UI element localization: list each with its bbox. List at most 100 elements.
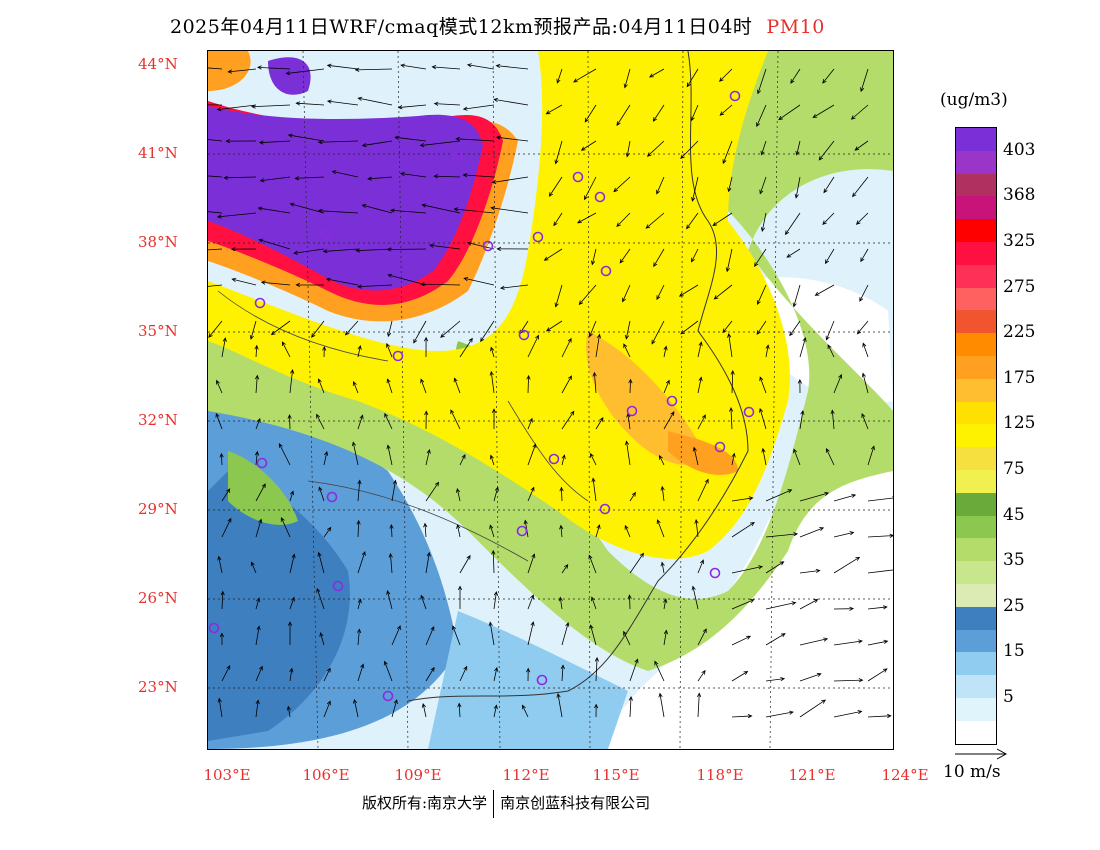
wind-arrow (357, 344, 362, 358)
wind-arrow (795, 140, 801, 156)
lat-label: 23°N (138, 678, 178, 696)
wind-arrow (561, 410, 575, 430)
legend-swatch (956, 355, 996, 379)
wind-arrow (680, 320, 699, 335)
wind-arrow (629, 491, 636, 502)
city-marker (599, 503, 611, 515)
wind-arrow (833, 606, 855, 611)
wind-arrow (208, 320, 223, 338)
wind-arrow (719, 68, 733, 82)
wind-arrow (818, 140, 835, 161)
wind-arrow (459, 337, 473, 358)
wind-arrow (325, 277, 359, 286)
wind-arrow (822, 68, 835, 84)
wind-arrow (216, 212, 257, 219)
wind-arrow (281, 341, 291, 358)
wind-arrow (459, 554, 471, 574)
wind-arrow (231, 277, 257, 286)
wind-arrow (387, 273, 427, 286)
wind-arrow (760, 140, 767, 156)
wind-arrow (527, 417, 533, 430)
wind-arrow (792, 284, 801, 308)
wind-arrow (457, 585, 463, 610)
legend-label: 25 (1003, 595, 1025, 616)
wind-arrow (208, 211, 223, 214)
legend-label: 325 (1003, 231, 1036, 251)
wind-arrow (833, 639, 863, 646)
wind-arrow (289, 667, 294, 682)
wind-arrow (391, 625, 401, 646)
wind-arrow (731, 522, 755, 538)
legend-swatch (956, 401, 996, 425)
wind-arrow (323, 450, 329, 466)
lon-label: 115°E (592, 766, 640, 784)
wind-arrow (428, 243, 461, 250)
legend-units: (ug/m3) (940, 90, 1008, 110)
wind-arrow (425, 626, 435, 646)
wind-arrow (357, 96, 393, 106)
wind-arrow (255, 625, 261, 646)
wind-arrow (322, 248, 359, 254)
wind-arrow (833, 556, 861, 574)
wind-arrow (731, 670, 749, 682)
legend-swatch (956, 492, 996, 516)
wind-arrow (257, 206, 291, 214)
wind-arrow (825, 447, 835, 466)
wind-arrow (731, 599, 755, 610)
wind-arrow (386, 247, 427, 252)
wind-arrow (765, 633, 786, 646)
wind-arrow (855, 212, 869, 225)
wind-arrow (440, 320, 461, 338)
lon-label: 124°E (881, 766, 929, 784)
wind-arrow (624, 524, 631, 538)
legend-swatch (956, 219, 996, 242)
wind-arrow (397, 104, 427, 110)
wind-arrow (625, 140, 631, 158)
wind-arrow (425, 448, 431, 466)
wind-arrow (257, 65, 291, 70)
legend-swatch (956, 583, 996, 607)
wind-arrow (660, 561, 665, 574)
color-legend (955, 127, 997, 745)
wind-arrow (731, 565, 764, 574)
legend-swatch (956, 447, 996, 470)
wind-arrow (311, 320, 325, 338)
city-marker (536, 674, 548, 686)
wind-arrow (719, 104, 733, 116)
wind-arrow (286, 705, 291, 718)
legend-swatch (956, 333, 996, 356)
wind-arrow (293, 248, 325, 255)
wind-arrow (822, 212, 835, 225)
wind-arrow (825, 320, 835, 341)
wind-arrow (789, 320, 801, 337)
concentration-field (208, 51, 893, 749)
wind-arrow (354, 67, 393, 72)
wind-arrow (323, 700, 331, 718)
wind-arrow (387, 320, 393, 338)
legend-swatch (956, 310, 996, 334)
wind-arrow (697, 414, 706, 430)
wind-vectors (208, 63, 893, 719)
wind-arrow (588, 320, 597, 338)
city-marker (256, 457, 268, 469)
wind-arrow (489, 524, 495, 538)
wind-arrow (250, 561, 257, 574)
wind-arrow (287, 133, 325, 142)
city-marker (516, 525, 528, 537)
wind-arrow (623, 630, 631, 646)
legend-label: 175 (1003, 367, 1036, 388)
copyright-owner2: 南京创蓝科技有限公司 (500, 794, 651, 812)
wind-arrow (496, 246, 529, 251)
wind-arrow (221, 664, 231, 682)
wind-arrow (357, 550, 366, 574)
wind-arrow (208, 284, 223, 287)
wind-arrow (830, 409, 835, 430)
wind-arrow (399, 171, 427, 178)
wind-arrow (289, 490, 295, 502)
wind-arrow (545, 104, 563, 115)
wind-arrow (491, 408, 497, 430)
wind-arrow (361, 203, 393, 214)
wind-arrow (790, 68, 801, 84)
legend-swatch (956, 538, 996, 562)
wind-arrow (867, 445, 875, 466)
